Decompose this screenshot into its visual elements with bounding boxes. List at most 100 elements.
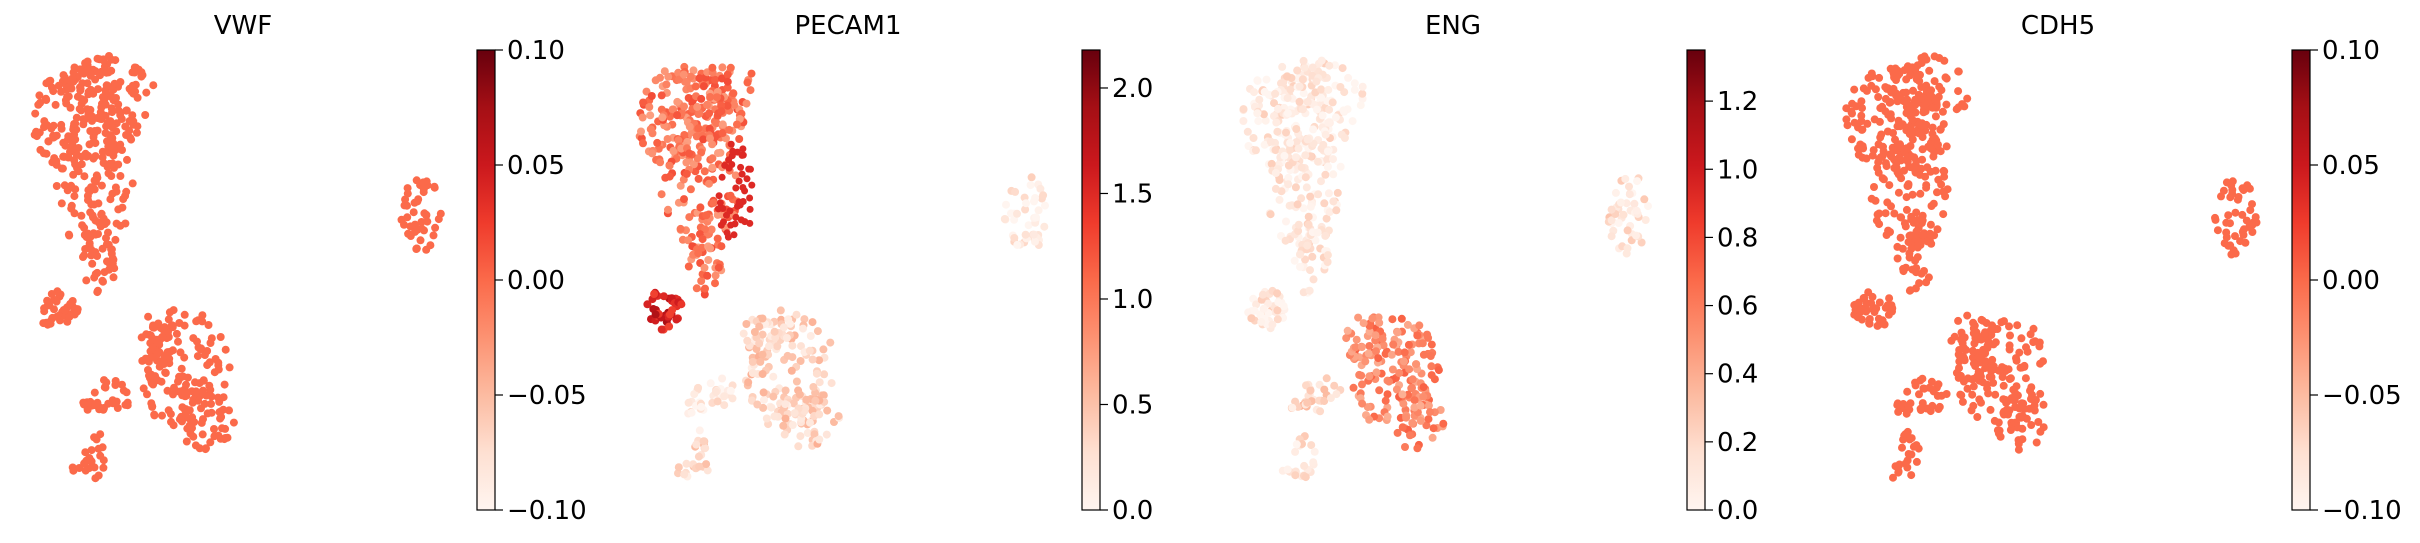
cell-point xyxy=(1320,385,1329,394)
cell-point xyxy=(1881,159,1890,168)
cell-point xyxy=(1877,153,1885,162)
cell-point xyxy=(52,297,61,306)
cell-point xyxy=(144,312,153,321)
cell-point xyxy=(1427,362,1436,371)
cell-point xyxy=(743,336,752,345)
cell-point xyxy=(1950,332,1959,341)
cell-point xyxy=(1273,315,1282,324)
cell-point xyxy=(1416,416,1425,425)
cell-point xyxy=(97,181,106,190)
cell-point xyxy=(686,185,695,194)
cell-point xyxy=(1894,462,1903,471)
cell-point xyxy=(203,409,212,418)
cell-point xyxy=(1883,198,1892,207)
cell-point xyxy=(1325,61,1334,70)
cell-point xyxy=(1284,161,1293,170)
cell-point xyxy=(1969,318,1978,327)
cell-point xyxy=(1306,202,1315,211)
cell-point xyxy=(1291,447,1300,456)
cell-point xyxy=(1419,350,1428,359)
colorbar-gradient xyxy=(476,49,496,511)
cell-point xyxy=(42,149,51,158)
cell-point xyxy=(88,112,97,121)
cell-point xyxy=(646,125,655,134)
cell-point xyxy=(1283,109,1292,118)
cell-point xyxy=(419,178,428,187)
cell-point xyxy=(1258,290,1267,299)
cell-point xyxy=(686,72,695,81)
cell-point xyxy=(1935,54,1944,62)
cell-point xyxy=(759,403,768,412)
cell-point xyxy=(1883,127,1892,136)
cell-point xyxy=(229,418,238,427)
cell-point xyxy=(637,127,645,136)
cell-point xyxy=(1311,236,1320,245)
cell-point xyxy=(54,81,63,90)
cell-point xyxy=(1905,105,1914,114)
cell-point xyxy=(1968,346,1977,355)
cell-point xyxy=(819,345,828,354)
cell-point xyxy=(1316,407,1325,416)
cell-point xyxy=(94,199,103,208)
cell-point xyxy=(221,345,230,354)
cell-point xyxy=(1324,189,1333,198)
cell-point xyxy=(1286,138,1295,147)
cell-point xyxy=(1874,168,1883,177)
cell-point xyxy=(706,379,715,388)
cell-point xyxy=(834,412,843,421)
cell-point xyxy=(694,452,703,461)
cell-point xyxy=(2004,407,2013,416)
cell-point xyxy=(1931,112,1940,121)
cell-point xyxy=(1364,349,1373,358)
cell-point xyxy=(2018,411,2027,420)
cell-point xyxy=(739,145,747,153)
cell-point xyxy=(1918,216,1927,225)
cell-point xyxy=(779,323,788,332)
cell-point xyxy=(64,92,73,101)
cell-point xyxy=(659,292,668,301)
cell-point xyxy=(2231,249,2240,258)
cell-point xyxy=(1902,409,1911,418)
cell-point xyxy=(759,388,768,397)
cell-point xyxy=(1933,188,1941,197)
cell-point xyxy=(31,109,40,118)
cell-point xyxy=(1401,443,1409,451)
cell-point xyxy=(69,170,78,179)
cell-point xyxy=(107,66,116,75)
cell-point xyxy=(737,163,745,171)
cell-point xyxy=(647,92,656,100)
cell-point xyxy=(802,395,811,404)
cell-point xyxy=(66,103,75,112)
cell-point xyxy=(1348,117,1357,126)
cell-point xyxy=(1358,380,1366,389)
cell-point xyxy=(1282,128,1290,137)
cell-point xyxy=(107,249,116,258)
cell-point xyxy=(1902,88,1911,97)
cell-point xyxy=(1274,298,1283,307)
cell-point xyxy=(1922,55,1931,64)
cell-point xyxy=(69,466,78,475)
cell-point xyxy=(2219,186,2228,195)
cell-point xyxy=(1859,84,1868,93)
cell-point xyxy=(734,202,741,210)
cell-point xyxy=(1912,457,1921,466)
cell-point xyxy=(1852,102,1861,111)
cell-point xyxy=(1392,385,1401,394)
cell-point xyxy=(1308,252,1317,261)
cell-point xyxy=(1862,154,1871,163)
cell-point xyxy=(193,352,202,361)
cell-point xyxy=(1303,398,1312,407)
cell-point xyxy=(811,396,820,405)
cell-point xyxy=(1994,418,2003,427)
cell-point xyxy=(2016,363,2025,372)
cell-point xyxy=(720,218,727,226)
cell-point xyxy=(214,431,223,440)
cell-point xyxy=(662,80,671,89)
cell-point xyxy=(1013,209,1021,218)
cell-point xyxy=(747,69,756,78)
cell-point xyxy=(1890,164,1899,173)
cell-point xyxy=(695,74,704,83)
cell-point xyxy=(1902,193,1911,202)
cell-point xyxy=(87,200,96,209)
cell-point xyxy=(711,388,720,396)
